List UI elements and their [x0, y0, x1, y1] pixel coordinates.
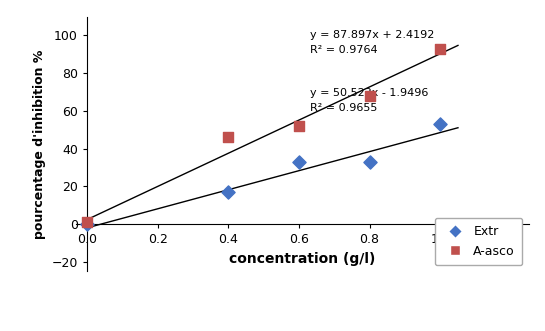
- Extr: [365, 159, 374, 165]
- Extr: [82, 221, 91, 227]
- Extr: [295, 159, 304, 165]
- A-asco: [295, 123, 304, 129]
- X-axis label: concentration (g/l): concentration (g/l): [229, 252, 376, 266]
- Legend: Extr, A-asco: Extr, A-asco: [434, 218, 523, 265]
- Text: y = 50.523x - 1.9496: y = 50.523x - 1.9496: [310, 88, 428, 98]
- Text: y = 87.897x + 2.4192: y = 87.897x + 2.4192: [310, 30, 434, 40]
- A-asco: [82, 220, 91, 225]
- Text: R² = 0.9764: R² = 0.9764: [310, 45, 377, 55]
- Y-axis label: pourcentage d'inhibition %: pourcentage d'inhibition %: [33, 49, 46, 239]
- Extr: [436, 121, 445, 127]
- A-asco: [436, 46, 445, 51]
- A-asco: [365, 93, 374, 99]
- Text: R² = 0.9655: R² = 0.9655: [310, 103, 377, 114]
- Extr: [224, 189, 233, 195]
- A-asco: [224, 135, 233, 140]
